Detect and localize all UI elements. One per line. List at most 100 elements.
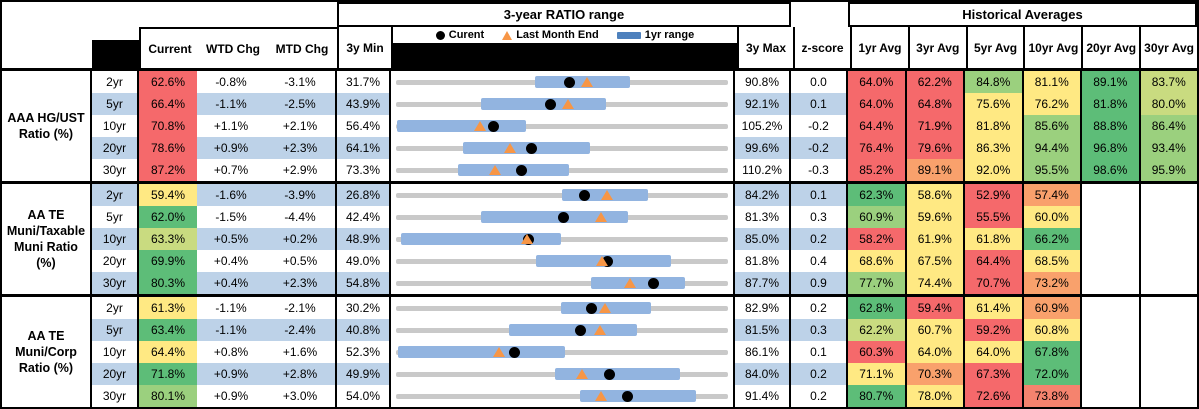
avg-value-5yr: 81.8% bbox=[963, 115, 1022, 137]
legend-current-label: Curent bbox=[448, 29, 485, 41]
avg-value-5yr: 86.3% bbox=[963, 137, 1022, 159]
table-body: AAA HG/UST Ratio (%) 2yr 62.6% -0.8% -3.… bbox=[2, 71, 1197, 407]
tenor-label: 2yr bbox=[106, 75, 123, 89]
wtd-chg-value: +0.9% bbox=[213, 389, 249, 403]
last-month-triangle bbox=[575, 369, 588, 379]
legend-lme-label: Last Month End bbox=[516, 29, 599, 41]
min-value: 30.2% bbox=[335, 297, 389, 319]
last-month-triangle bbox=[520, 234, 533, 244]
table-row: 30yr 80.1% +0.9% +3.0% 54.0% 91.4% 0.2 8… bbox=[92, 385, 1197, 407]
max-value: 92.1% bbox=[733, 93, 789, 115]
avg-value-3yr: 59.6% bbox=[904, 206, 963, 228]
max-value: 81.8% bbox=[733, 250, 789, 272]
current-value: 62.0% bbox=[137, 206, 197, 228]
mtd-chg-column-header: MTD Chg bbox=[267, 27, 337, 68]
range-chart bbox=[389, 93, 733, 115]
avg-value-20yr bbox=[1080, 206, 1139, 228]
avg-value-30yr bbox=[1138, 385, 1198, 407]
mtd-chg-value: -3.1% bbox=[284, 75, 316, 89]
table-row: 30yr 87.2% +0.7% +2.9% 73.3% 110.2% -0.3… bbox=[92, 159, 1197, 181]
avg-value-10yr: 73.8% bbox=[1021, 385, 1080, 407]
table-row: 10yr 64.4% +0.8% +1.6% 52.3% 86.1% 0.1 6… bbox=[92, 341, 1197, 363]
mtd-chg-value: +3.0% bbox=[282, 389, 318, 403]
tenor-column-header bbox=[92, 27, 139, 68]
table-row: 30yr 80.3% +0.4% +2.3% 54.8% 87.7% 0.9 7… bbox=[92, 272, 1197, 294]
current-value: 63.3% bbox=[137, 228, 197, 250]
avg-value-10yr: 76.2% bbox=[1021, 93, 1080, 115]
current-dot bbox=[557, 211, 569, 223]
z-score-value: -0.2 bbox=[789, 137, 846, 159]
avg-value-30yr bbox=[1138, 341, 1198, 363]
avg-value-1yr: 64.0% bbox=[846, 93, 905, 115]
mtd-chg-value: +2.1% bbox=[282, 119, 318, 133]
range-track bbox=[396, 280, 728, 286]
avg-value-1yr: 64.0% bbox=[846, 71, 905, 93]
wtd-chg-value: -0.8% bbox=[215, 75, 247, 89]
current-column-header: Current bbox=[139, 27, 199, 68]
current-dot bbox=[564, 76, 576, 88]
range-track bbox=[396, 236, 728, 242]
avg-column-header-10yr: 10yr Avg bbox=[1023, 27, 1081, 68]
tenor-label: 5yr bbox=[106, 210, 123, 224]
last-month-triangle bbox=[593, 325, 606, 335]
wtd-chg-value: +0.5% bbox=[197, 228, 265, 250]
max-value: 86.1% bbox=[733, 341, 789, 363]
zscore-top-spacer bbox=[791, 2, 848, 27]
avg-value-1yr: 68.6% bbox=[846, 250, 905, 272]
current-dot-icon bbox=[435, 30, 445, 40]
range-chart bbox=[389, 250, 733, 272]
avg-value-3yr: 79.6% bbox=[904, 137, 963, 159]
avg-value-30yr bbox=[1138, 206, 1198, 228]
mtd-chg-value: -2.1% bbox=[284, 301, 316, 315]
one-yr-range-bar bbox=[590, 277, 685, 289]
chart-header-black-block bbox=[393, 43, 737, 68]
avg-value-10yr: 68.5% bbox=[1021, 250, 1080, 272]
avg-value-20yr bbox=[1080, 272, 1139, 294]
z-score-value: 0.3 bbox=[789, 319, 846, 341]
avg-value-1yr: 62.3% bbox=[846, 184, 905, 206]
last-month-triangle bbox=[624, 278, 637, 288]
wtd-chg-value: +0.8% bbox=[213, 345, 249, 359]
avg-value-3yr: 67.5% bbox=[904, 250, 963, 272]
avg-value-10yr: 57.4% bbox=[1021, 184, 1080, 206]
avg-column-header-3yr: 3yr Avg bbox=[907, 27, 966, 68]
avg-value-5yr: 61.4% bbox=[963, 297, 1022, 319]
avg-value-3yr: 60.7% bbox=[904, 319, 963, 341]
wtd-chg-value: +0.4% bbox=[197, 272, 265, 294]
avg-value-20yr bbox=[1080, 319, 1139, 341]
avg-value-20yr bbox=[1080, 297, 1139, 319]
avg-value-10yr: 60.0% bbox=[1021, 206, 1080, 228]
avg-value-30yr bbox=[1138, 319, 1198, 341]
avg-value-1yr: 76.4% bbox=[846, 137, 905, 159]
mtd-chg-value: +2.3% bbox=[265, 137, 335, 159]
min-value: 73.3% bbox=[335, 159, 389, 181]
tenor-label: 5yr bbox=[92, 319, 137, 341]
wtd-chg-value: -1.1% bbox=[215, 301, 247, 315]
one-yr-range-bar bbox=[554, 368, 681, 380]
current-value: 62.6% bbox=[137, 71, 197, 93]
current-value: 61.3% bbox=[137, 297, 197, 319]
z-score-value: 0.2 bbox=[789, 228, 846, 250]
min-value: 43.9% bbox=[335, 93, 389, 115]
last-month-triangle bbox=[473, 121, 486, 131]
group-column-header bbox=[2, 27, 92, 68]
min-value: 48.9% bbox=[335, 228, 389, 250]
table-row: 20yr 71.8% +0.9% +2.8% 49.9% 84.0% 0.2 7… bbox=[92, 363, 1197, 385]
range-chart bbox=[389, 297, 733, 319]
table-row: 2yr 62.6% -0.8% -3.1% 31.7% 90.8% 0.0 64… bbox=[92, 71, 1197, 93]
avg-value-20yr bbox=[1080, 250, 1139, 272]
z-score-value: 0.2 bbox=[789, 385, 846, 407]
last-month-triangle bbox=[595, 391, 608, 401]
table-row: 5yr 62.0% -1.5% -4.4% 42.4% 81.3% 0.3 60… bbox=[92, 206, 1197, 228]
max-value: 90.8% bbox=[733, 71, 789, 93]
avg-value-30yr: 95.9% bbox=[1138, 159, 1197, 181]
range-chart bbox=[389, 272, 733, 294]
max-value: 81.3% bbox=[733, 206, 789, 228]
one-yr-range-bar bbox=[458, 164, 569, 176]
table-row: 20yr 78.6% +0.9% +2.3% 64.1% 99.6% -0.2 … bbox=[92, 137, 1197, 159]
avg-value-5yr: 70.7% bbox=[963, 272, 1022, 294]
z-score-value: 0.2 bbox=[789, 297, 846, 319]
max-value: 87.7% bbox=[733, 272, 789, 294]
z-score-value: 0.2 bbox=[789, 363, 846, 385]
range-chart bbox=[389, 184, 733, 206]
